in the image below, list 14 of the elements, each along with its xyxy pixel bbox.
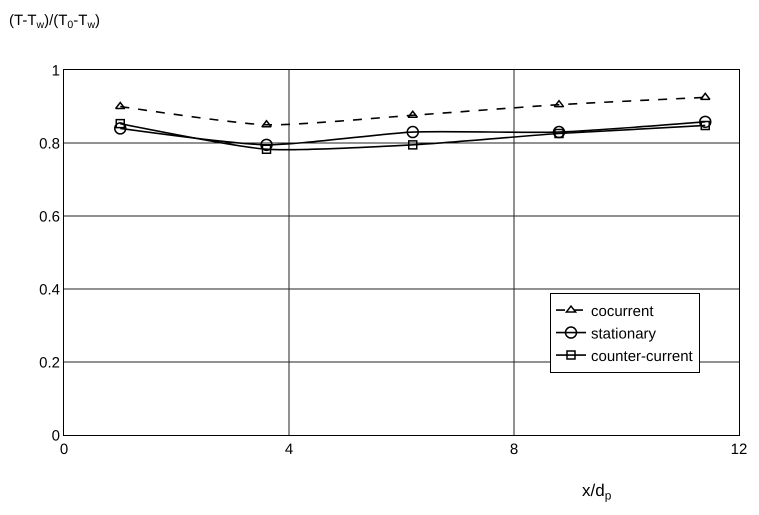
y-tick-label: 0.2: [39, 354, 60, 372]
y-tick-label: 0.8: [39, 135, 60, 152]
y-axis-title: (T-T$_{w}$)/(T$_{0}$-T$_{w}$): [9, 12, 100, 32]
legend-label: counter-current: [591, 348, 694, 365]
legend-label: cocurrent: [591, 302, 654, 320]
legend-label: stationary: [591, 325, 657, 342]
x-tick-label: 8: [510, 441, 518, 458]
y-tick-label: 1: [52, 62, 60, 80]
y-tick-label: 0.4: [39, 281, 60, 298]
x-tick-label: 12: [730, 441, 748, 458]
y-tick-label: 0.6: [39, 208, 60, 226]
x-axis-title: x/d$_{p}$: [582, 481, 612, 503]
x-tick-label: 4: [284, 441, 294, 458]
y-tick-label: 0: [52, 427, 60, 444]
